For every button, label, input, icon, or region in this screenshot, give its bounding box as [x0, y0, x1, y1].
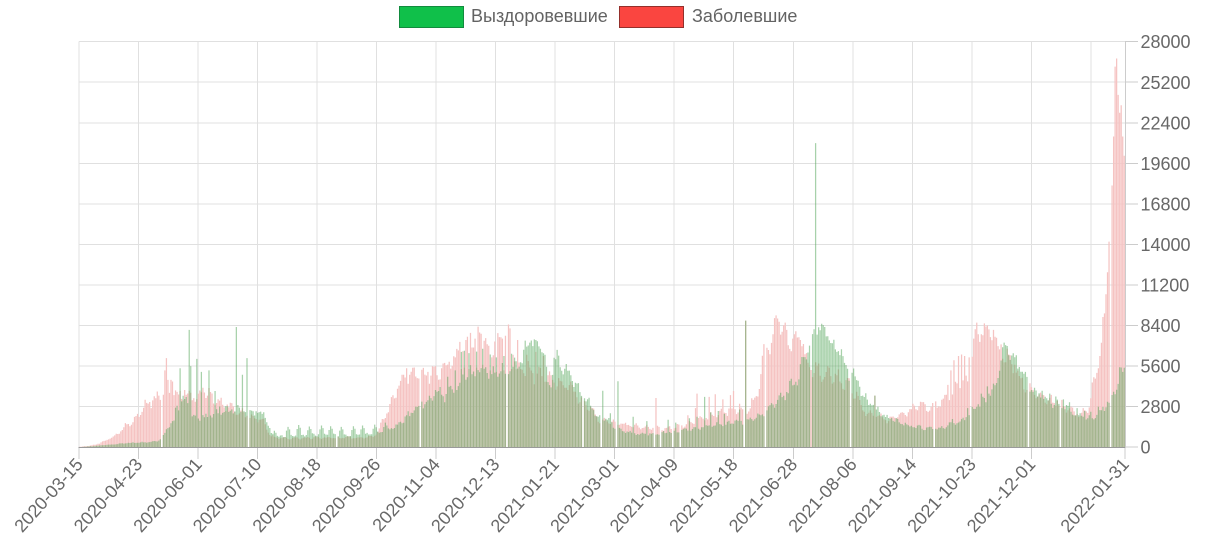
svg-text:Заболевшие: Заболевшие — [692, 6, 797, 26]
svg-text:8400: 8400 — [1141, 316, 1181, 336]
svg-text:2800: 2800 — [1141, 397, 1181, 417]
svg-text:0: 0 — [1141, 438, 1151, 458]
svg-text:25200: 25200 — [1141, 73, 1191, 93]
svg-text:5600: 5600 — [1141, 357, 1181, 377]
svg-text:11200: 11200 — [1141, 276, 1190, 296]
svg-text:28000: 28000 — [1141, 32, 1191, 52]
svg-text:19600: 19600 — [1141, 154, 1191, 174]
svg-text:22400: 22400 — [1141, 113, 1191, 133]
svg-text:16800: 16800 — [1141, 194, 1191, 214]
svg-text:Выздоровевшие: Выздоровевшие — [471, 6, 608, 26]
svg-text:14000: 14000 — [1141, 235, 1191, 255]
